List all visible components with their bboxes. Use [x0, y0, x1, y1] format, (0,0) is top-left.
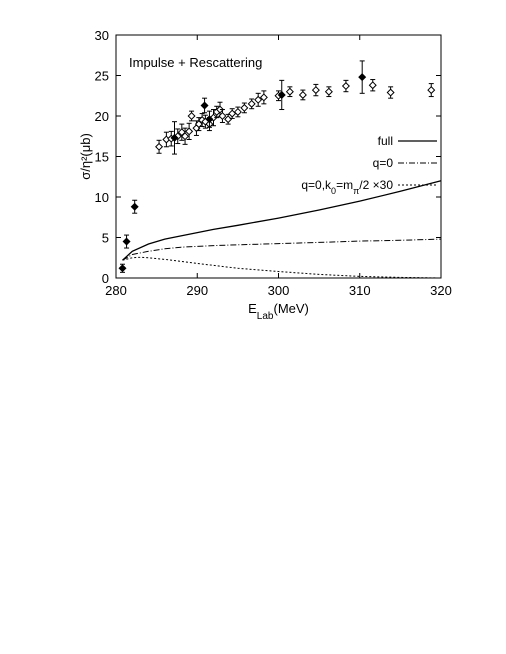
legend-label-q0-k0: q=0,k0=mπ/2 ×30 — [301, 178, 393, 196]
y-tick-label-6: 30 — [95, 28, 109, 43]
x-tick-label-3: 310 — [349, 283, 371, 298]
data-point-open — [155, 142, 164, 151]
data-point-filled — [122, 237, 131, 246]
legend-label-full: full — [378, 134, 393, 148]
data-point-open — [218, 111, 227, 121]
y-tick-label-3: 15 — [95, 150, 109, 165]
legend-label-q0-k0-part2: =m — [336, 178, 353, 192]
data-point-open — [233, 107, 242, 116]
x-tick-label-1: 290 — [186, 283, 208, 298]
data-point-open — [341, 82, 350, 91]
chart-annotation: Impulse + Rescattering — [129, 55, 262, 70]
data-point-open — [254, 95, 263, 104]
legend-label-q0: q=0 — [373, 156, 394, 170]
x-tick-label-4: 320 — [430, 283, 452, 298]
data-point-open — [368, 81, 377, 90]
legend-label-q0-k0-sub2: π — [353, 186, 359, 196]
x-axis-title-unit: (MeV) — [273, 301, 308, 316]
y-tick-label-0: 0 — [102, 271, 109, 286]
data-point-filled — [205, 115, 214, 124]
y-axis-title: σ/η²(μb) — [78, 133, 93, 180]
data-point-open — [298, 90, 307, 99]
data-point-open — [240, 103, 249, 112]
curve-dotted — [122, 256, 442, 279]
curve-dash-dot — [122, 238, 442, 261]
y-tick-label-5: 25 — [95, 69, 109, 84]
x-axis-title-subscript: Lab — [257, 311, 274, 322]
data-point-open — [187, 111, 196, 121]
x-axis-title-main: E — [248, 301, 257, 316]
data-point-open — [181, 132, 190, 141]
legend-label-q0-k0-sub1: 0 — [331, 186, 336, 196]
x-axis-title: ELab(MeV) — [248, 301, 309, 322]
y-tick-label-4: 20 — [95, 109, 109, 124]
data-point-open — [228, 109, 237, 118]
x-tick-label-0: 280 — [105, 283, 127, 298]
data-point-filled — [170, 133, 179, 142]
data-point-filled — [358, 73, 367, 82]
points-layer — [118, 60, 436, 273]
curves-layer — [122, 180, 442, 279]
data-point-filled — [118, 264, 127, 273]
legend-label-q0-k0-part1: q=0,k — [301, 178, 332, 192]
data-point-filled — [200, 101, 209, 110]
data-point-open — [311, 86, 320, 95]
data-point-open — [386, 88, 395, 97]
curve-solid — [122, 180, 442, 261]
data-point-open — [185, 127, 194, 136]
x-tick-label-2: 300 — [268, 283, 290, 298]
axis-ticks: 280 290 300 310 320 0 5 10 15 20 25 30 — [95, 28, 452, 298]
data-point-open — [259, 93, 268, 102]
data-point-filled — [130, 202, 139, 211]
data-point-open — [247, 99, 256, 108]
data-point-filled — [277, 90, 286, 99]
data-point-open — [224, 115, 233, 124]
y-tick-label-2: 10 — [95, 190, 109, 205]
data-point-open — [285, 87, 294, 96]
legend-label-q0-k0-part3: /2 ×30 — [359, 178, 393, 192]
data-point-open — [324, 87, 333, 96]
data-point-open — [427, 86, 436, 95]
legend: full q=0 q=0,k0=mπ/2 ×30 — [301, 134, 437, 196]
y-tick-label-1: 5 — [102, 231, 109, 246]
